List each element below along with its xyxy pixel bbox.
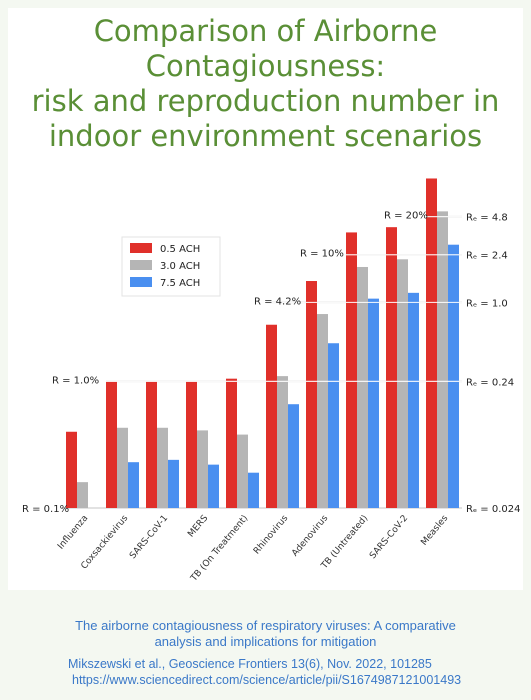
legend-label: 3.0 ACH — [160, 261, 200, 272]
legend-swatch — [130, 277, 152, 287]
title-line: Comparison of Airborne — [93, 14, 438, 48]
risk-label: R = 10% — [300, 249, 344, 260]
legend-swatch — [130, 243, 152, 253]
bar — [386, 227, 397, 508]
bar — [328, 343, 339, 508]
category-label: SARS-CoV-2 — [368, 514, 410, 562]
caption-line: analysis and implications for mitigation — [154, 634, 377, 649]
bar — [226, 378, 237, 508]
bar — [306, 281, 317, 508]
title-line: risk and reproduction number in — [31, 84, 500, 118]
bar — [128, 462, 139, 508]
bar — [168, 459, 179, 508]
category-label: Adenovirus — [290, 513, 330, 558]
bar — [197, 430, 208, 508]
bar — [437, 211, 448, 508]
bar — [237, 434, 248, 508]
legend: 0.5 ACH 3.0 ACH 7.5 ACH — [121, 236, 221, 297]
bar — [106, 381, 117, 508]
bar — [266, 324, 277, 508]
bar — [146, 381, 157, 508]
bar — [66, 431, 77, 508]
caption-line: The airborne contagiousness of respirato… — [75, 618, 456, 633]
bar — [248, 472, 259, 508]
bar — [426, 178, 437, 508]
bar — [317, 314, 328, 508]
title-line: Contagiousness: — [145, 49, 386, 83]
risk-label: R = 1.0% — [52, 375, 99, 386]
category-label: Measles — [419, 513, 450, 547]
citation: Mikszewski et al., Geoscience Frontiers … — [68, 656, 461, 688]
category-label: Influenza — [56, 514, 90, 552]
bar — [208, 464, 219, 508]
legend-label: 7.5 ACH — [160, 278, 200, 289]
category-label: MERS — [186, 513, 210, 539]
bar — [288, 404, 299, 508]
category-label: SARS-CoV-1 — [128, 514, 170, 562]
bar — [397, 259, 408, 508]
legend-label: 0.5 ACH — [160, 244, 200, 255]
re-label: Rₑ = 0.024 — [466, 504, 520, 515]
risk-label: R = 0.1% — [22, 504, 69, 515]
re-label: Rₑ = 1.0 — [466, 298, 508, 309]
bar — [346, 232, 357, 508]
title-line: indoor environment scenarios — [48, 119, 483, 153]
re-label: Rₑ = 2.4 — [466, 251, 508, 262]
bar — [368, 298, 379, 508]
legend-swatch — [130, 260, 152, 270]
risk-label: R = 4.2% — [254, 296, 301, 307]
bar — [186, 381, 197, 508]
bar — [408, 292, 419, 508]
citation-url[interactable]: https://www.sciencedirect.com/science/ar… — [72, 673, 462, 687]
re-label: Rₑ = 0.24 — [466, 377, 514, 388]
re-label: Rₑ = 4.8 — [466, 213, 508, 224]
bar — [77, 482, 88, 508]
bar — [357, 266, 368, 508]
citation-line: Mikszewski et al., Geoscience Frontiers … — [68, 657, 432, 671]
risk-label: R = 20% — [384, 211, 428, 222]
figure-caption: The airborne contagiousness of respirato… — [0, 618, 531, 650]
bar — [277, 376, 288, 508]
bar — [157, 427, 168, 508]
chart-title: Comparison of Airborne Contagiousness: r… — [8, 14, 523, 154]
bar — [117, 427, 128, 508]
bar — [448, 244, 459, 508]
category-label: Rhinovirus — [252, 513, 290, 556]
